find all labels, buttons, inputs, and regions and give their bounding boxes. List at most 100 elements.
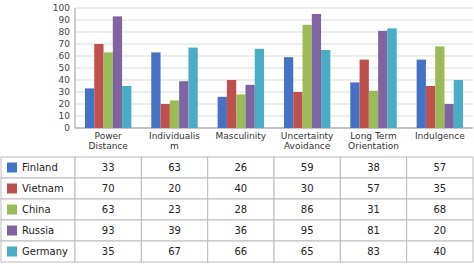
y-tick-label: 60	[59, 51, 71, 61]
x-tick-label: Masculinity	[215, 131, 266, 141]
table-value: 40	[433, 246, 446, 257]
table-value: 57	[367, 183, 380, 194]
table-value: 35	[102, 246, 115, 257]
bar	[387, 28, 396, 128]
table-value: 83	[367, 246, 380, 257]
x-tick-label-line: Distance	[88, 141, 128, 151]
legend-swatch	[7, 205, 17, 215]
y-tick-label: 100	[53, 3, 70, 13]
y-tick-label: 10	[59, 111, 71, 121]
table-cell	[141, 199, 207, 220]
table-cell	[1, 199, 75, 220]
x-axis-line	[75, 128, 473, 129]
bar	[236, 94, 245, 128]
table-cell	[1, 220, 75, 241]
legend-label: China	[22, 204, 51, 215]
x-tick-label-line: Avoidance	[284, 141, 331, 151]
table-value: 26	[234, 162, 247, 173]
grid-line	[75, 44, 473, 45]
table-value: 63	[102, 204, 115, 215]
y-tick-label: 80	[59, 27, 71, 37]
y-tick-label: 0	[64, 123, 70, 133]
x-tick-label: UncertaintyAvoidance	[281, 131, 334, 151]
bar	[161, 104, 170, 128]
bar	[122, 86, 131, 128]
table-value: 30	[301, 183, 314, 194]
bar	[426, 86, 435, 128]
table-value: 66	[234, 246, 247, 257]
bar	[218, 97, 227, 128]
x-tick-label: Indulgence	[415, 131, 465, 141]
legend-swatch	[7, 163, 17, 173]
x-tick-label-line: Power	[95, 131, 123, 141]
bar	[350, 82, 359, 128]
table-value: 68	[433, 204, 446, 215]
table-cell	[141, 220, 207, 241]
y-tick-label: 20	[59, 99, 71, 109]
bar	[170, 100, 179, 128]
grid-line	[75, 20, 473, 21]
table-cell	[407, 178, 473, 199]
grid-line	[75, 116, 473, 117]
data-table: Finland336326593857Vietnam702040305735Ch…	[1, 157, 473, 262]
legend-swatch	[7, 247, 17, 257]
table-value: 20	[168, 183, 181, 194]
table-cell	[340, 199, 406, 220]
table-cell	[208, 178, 274, 199]
table-cell	[340, 220, 406, 241]
table-value: 31	[367, 204, 380, 215]
table-cell	[274, 199, 340, 220]
bar	[435, 46, 444, 128]
table-value: 95	[301, 225, 314, 236]
table-cell	[274, 241, 340, 262]
legend-swatch	[7, 184, 17, 194]
table-value: 28	[234, 204, 247, 215]
bar	[179, 81, 188, 128]
grid-line	[75, 92, 473, 93]
table-cell	[75, 199, 141, 220]
table-value: 40	[234, 183, 247, 194]
table-value: 86	[301, 204, 314, 215]
table-cell	[75, 220, 141, 241]
y-tick-label: 40	[59, 75, 71, 85]
table-value: 93	[102, 225, 115, 236]
table-cell	[407, 220, 473, 241]
table-cell	[340, 178, 406, 199]
grid-line	[75, 56, 473, 57]
grid-line	[75, 68, 473, 69]
x-tick-label-line: Indulgence	[415, 131, 465, 141]
table-cell	[274, 178, 340, 199]
x-tick-label-line: Long Term	[350, 131, 396, 141]
bar	[284, 57, 293, 128]
bar	[378, 31, 387, 128]
bar	[255, 49, 264, 128]
x-tick-label-line: m	[170, 141, 179, 151]
table-value: 23	[168, 204, 181, 215]
bar	[245, 85, 254, 128]
table-cell	[75, 178, 141, 199]
x-tick-label-line: Masculinity	[215, 131, 266, 141]
table-cell	[407, 199, 473, 220]
table-cell	[208, 241, 274, 262]
x-tick-label-line: Orientation	[348, 141, 399, 151]
chart: 0102030405060708090100PowerDistanceIndiv…	[0, 0, 474, 264]
bar	[369, 91, 378, 128]
bar	[85, 88, 94, 128]
bar	[321, 50, 330, 128]
bar	[312, 14, 321, 128]
y-tick-label: 70	[59, 39, 71, 49]
table-value: 70	[102, 183, 115, 194]
y-tick-label: 50	[59, 63, 71, 73]
grid-line	[75, 104, 473, 105]
y-tick-label: 30	[59, 87, 71, 97]
table-cell	[407, 241, 473, 262]
table-cell	[141, 241, 207, 262]
legend-swatch	[7, 226, 17, 236]
bar	[454, 80, 463, 128]
bar	[360, 60, 369, 128]
x-tick-label-line: Uncertainty	[281, 131, 334, 141]
table-cell	[340, 241, 406, 262]
bar	[293, 92, 302, 128]
table-value: 39	[168, 225, 181, 236]
table-value: 36	[234, 225, 247, 236]
